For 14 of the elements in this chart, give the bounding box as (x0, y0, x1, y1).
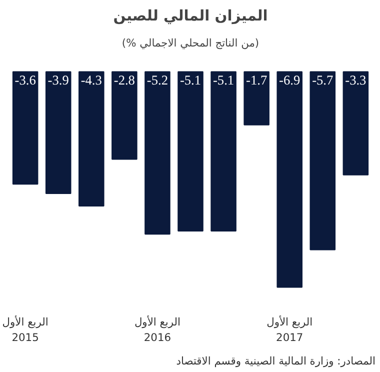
chart-title: الميزان المالي للصين (113, 8, 268, 24)
data-label: -3.3 (345, 72, 367, 88)
data-label: -2.8 (114, 72, 136, 88)
data-label: -5.2 (146, 72, 168, 88)
data-label: -5.7 (312, 72, 334, 88)
data-label: -3.9 (48, 72, 70, 88)
data-label: -4.3 (80, 72, 102, 88)
data-label: -1.7 (246, 72, 268, 88)
text: المصادر: وزارة المالية الصينية وقسم الاقتصاد (176, 354, 376, 368)
chart-subtitle: (% من الناتج المحلي الاجمالي) (122, 36, 260, 50)
data-label: -5.1 (180, 72, 202, 88)
data-label: -3.6 (14, 72, 36, 88)
data-label: -5.1 (212, 72, 234, 88)
data-label: -6.9 (279, 72, 300, 88)
